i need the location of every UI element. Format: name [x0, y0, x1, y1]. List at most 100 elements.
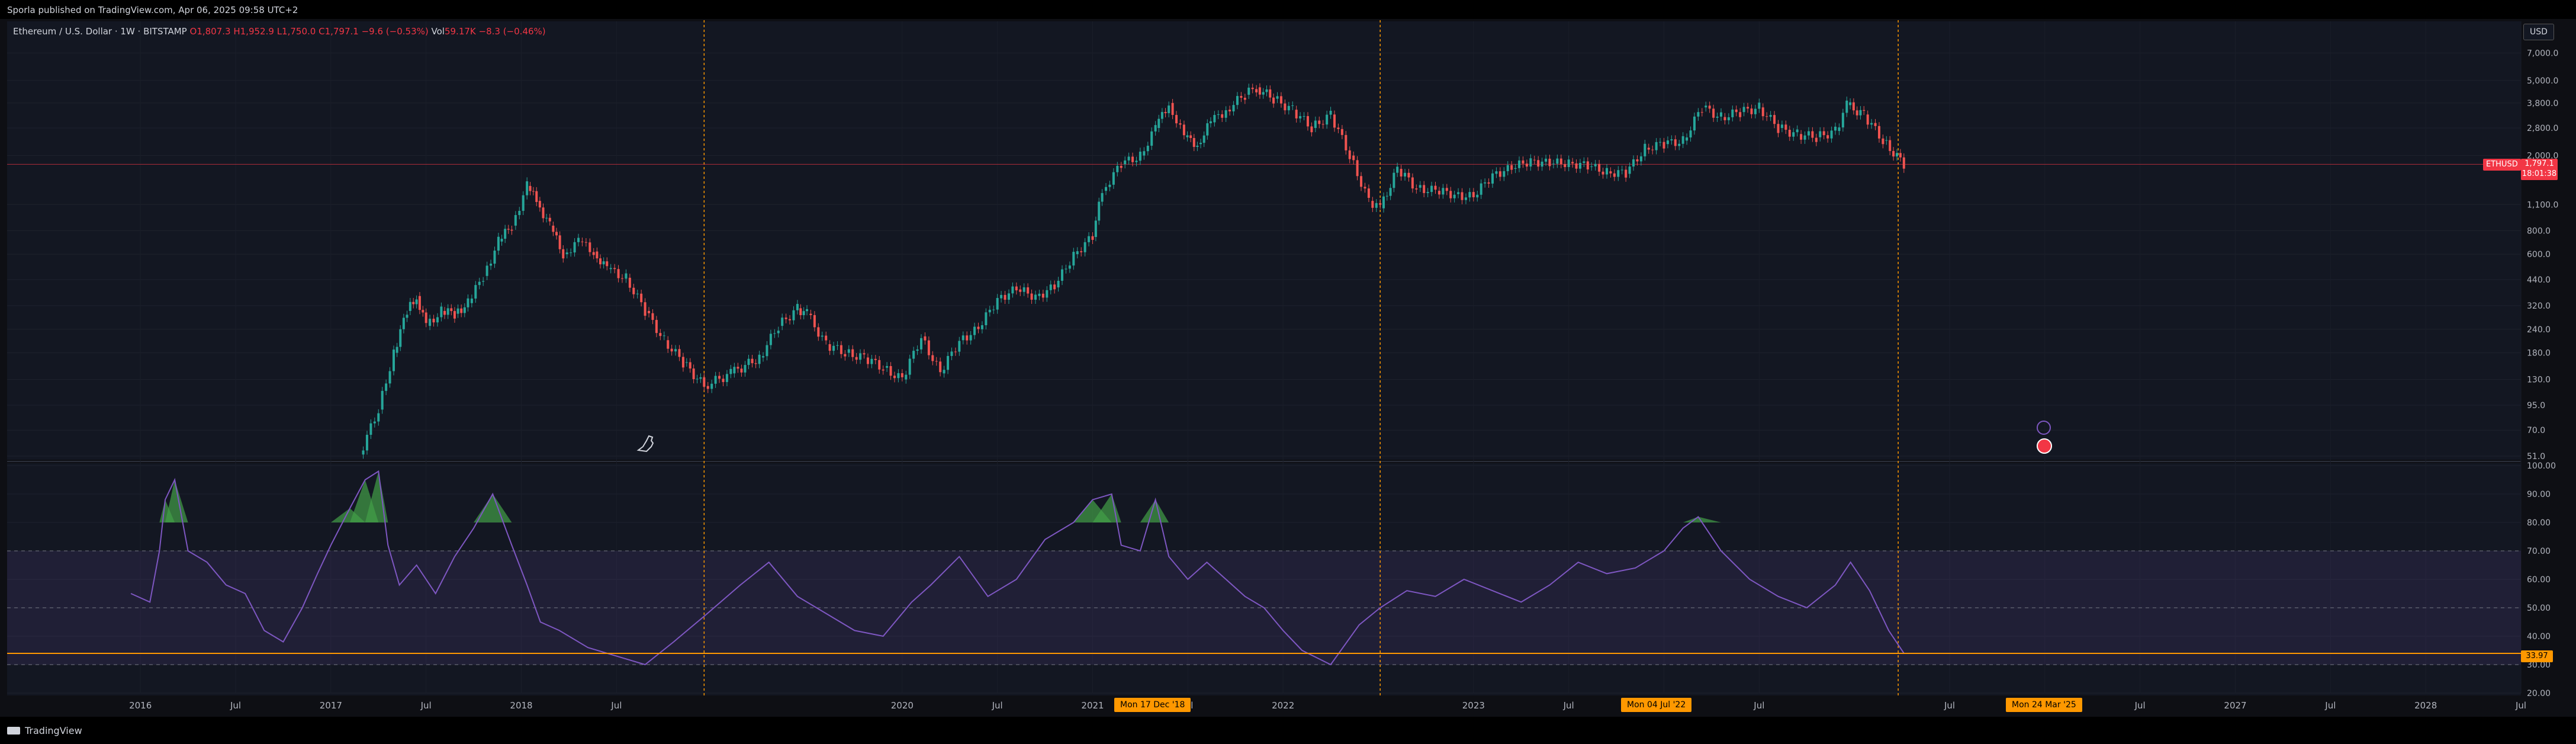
candle-body	[1575, 163, 1578, 169]
candle-body	[781, 318, 784, 326]
candle-body	[1578, 162, 1581, 169]
candle-body	[490, 264, 493, 266]
candle-body	[758, 354, 761, 364]
price-tick-label: 440.0	[2527, 275, 2551, 285]
price-candles[interactable]	[362, 83, 1905, 459]
candle-body	[409, 302, 411, 311]
candle-body	[399, 329, 402, 347]
candle-body	[1057, 281, 1060, 288]
candle-body	[988, 309, 991, 313]
candle-body	[792, 310, 795, 320]
candle-body	[737, 367, 739, 369]
candle-body	[1291, 105, 1294, 106]
candle-body	[1859, 110, 1862, 116]
price-tick-label: 95.0	[2527, 401, 2545, 411]
candle-body	[1705, 105, 1707, 108]
currency-button[interactable]: USD	[2523, 24, 2554, 40]
candle-body	[1453, 194, 1456, 198]
candle-body	[901, 373, 903, 377]
candle-body	[961, 335, 964, 341]
candle-body	[882, 369, 885, 371]
candle-body	[456, 308, 459, 314]
candle-body	[754, 363, 757, 364]
candle-body	[651, 313, 654, 320]
candle-body	[460, 308, 463, 313]
candle-body	[1487, 182, 1490, 184]
candle-body	[577, 238, 580, 242]
candle-body	[1712, 108, 1715, 118]
candle-body	[1310, 126, 1313, 133]
candle-body	[678, 349, 681, 357]
candle-body	[1735, 109, 1738, 113]
candle-body	[659, 333, 662, 336]
candle-body	[1345, 134, 1348, 150]
symbol-legend[interactable]: Ethereum / U.S. Dollar · 1W · BITSTAMP O…	[13, 26, 546, 37]
candle-body	[538, 201, 541, 208]
candle-body	[1609, 171, 1612, 174]
candle-body	[996, 298, 999, 310]
candle-body	[699, 377, 702, 379]
candle-body	[1199, 143, 1202, 145]
candle-body	[1318, 120, 1321, 124]
candle-body	[1299, 116, 1302, 118]
candle-body	[1632, 159, 1635, 167]
candle-body	[1127, 156, 1130, 161]
candle-body	[1091, 236, 1094, 240]
candle-body	[1392, 172, 1395, 188]
candle-body	[570, 252, 573, 254]
candle-body	[802, 311, 805, 316]
candle-body	[1866, 114, 1869, 125]
candle-body	[1143, 151, 1146, 156]
candle-body	[729, 368, 732, 374]
candle-body	[1567, 159, 1570, 168]
rsi-line[interactable]	[130, 470, 1905, 666]
rsi-axis[interactable]: 20.00 30.00 40.00 50.00 60.00 70.00 80.00 90.00…	[2527, 461, 2556, 698]
time-tick-label: Jul	[2515, 700, 2526, 711]
candle-body	[1902, 157, 1905, 169]
candle-body	[1356, 160, 1359, 177]
candle-body	[532, 191, 535, 192]
candle-body	[1594, 163, 1597, 166]
candle-body	[406, 315, 409, 318]
marker-lines	[703, 20, 1899, 697]
earnings-avatar-icon[interactable]	[2037, 438, 2052, 454]
rsi-fill-area	[474, 494, 512, 522]
marker-date-1: Mon 17 Dec '18	[1114, 698, 1191, 712]
candle-body	[369, 423, 372, 435]
candle-body	[1279, 96, 1282, 104]
candle-body	[692, 368, 695, 380]
candle-body	[1784, 124, 1787, 130]
candle-body	[863, 353, 866, 355]
candle-body	[1628, 166, 1631, 174]
candle-body	[467, 298, 469, 307]
legend-vol-change: −8.3 (−0.46%)	[478, 26, 546, 37]
candle-body	[851, 349, 854, 357]
candle-body	[377, 413, 380, 422]
candle-body	[1892, 150, 1895, 157]
candle-body	[1877, 126, 1880, 139]
candle-body	[1586, 161, 1589, 170]
candle-body	[977, 326, 980, 329]
candle-body	[1537, 160, 1540, 167]
price-axis[interactable]: 51.0 70.0 95.0 130.0 180.0 240.0 320.0 440.0 600…	[2527, 49, 2558, 461]
candle-body	[1217, 114, 1220, 116]
candle-body	[1882, 138, 1884, 145]
time-tick-label: 2020	[891, 700, 914, 711]
candle-body	[1150, 131, 1153, 146]
time-axis[interactable]: 2016 Jul 2017 Jul 2018 Jul 2020 Jul 2021 Jul 2022 2…	[129, 700, 2526, 711]
candle-body	[648, 310, 651, 313]
candle-body	[796, 304, 799, 310]
tradingview-logo[interactable]: TradingView	[7, 725, 82, 736]
price-tick-label: 5,000.0	[2527, 76, 2558, 86]
candle-body	[613, 268, 616, 270]
candle-body	[1815, 137, 1818, 142]
candle-body	[897, 373, 900, 379]
candle-body	[1407, 172, 1410, 178]
candle-body	[1080, 251, 1083, 252]
event-flag-icon[interactable]	[2037, 421, 2051, 435]
candle-body	[821, 335, 824, 337]
tv-logo-icon	[7, 727, 20, 735]
candle-body	[1606, 168, 1608, 175]
candle-body	[1385, 195, 1388, 197]
